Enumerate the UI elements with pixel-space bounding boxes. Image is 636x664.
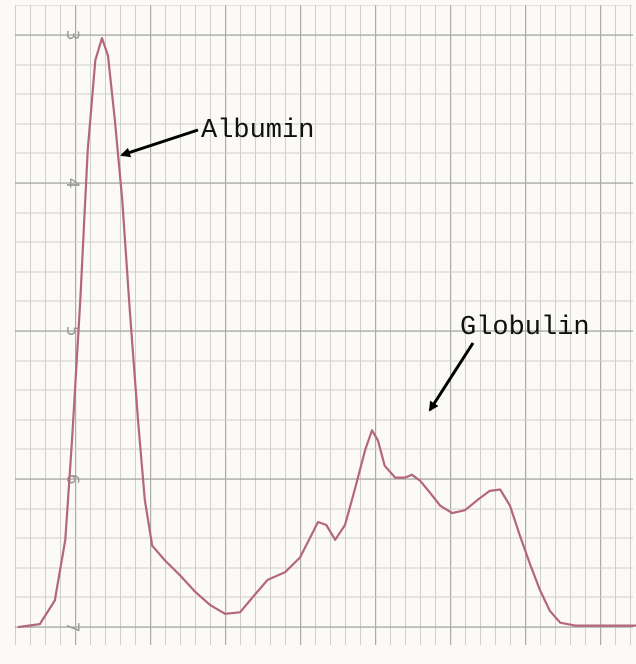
annotation: Albumin [201, 116, 314, 146]
page: 34567 Albumin Globulin (() => { const da… [0, 0, 636, 664]
chart: 34567 Albumin Globulin [0, 0, 636, 664]
y-tick-label: 6 [62, 474, 82, 485]
y-tick-label: 3 [62, 30, 82, 41]
y-tick-label: 7 [62, 622, 82, 633]
annotation: Globulin [460, 313, 590, 343]
y-tick-label: 4 [62, 178, 82, 189]
